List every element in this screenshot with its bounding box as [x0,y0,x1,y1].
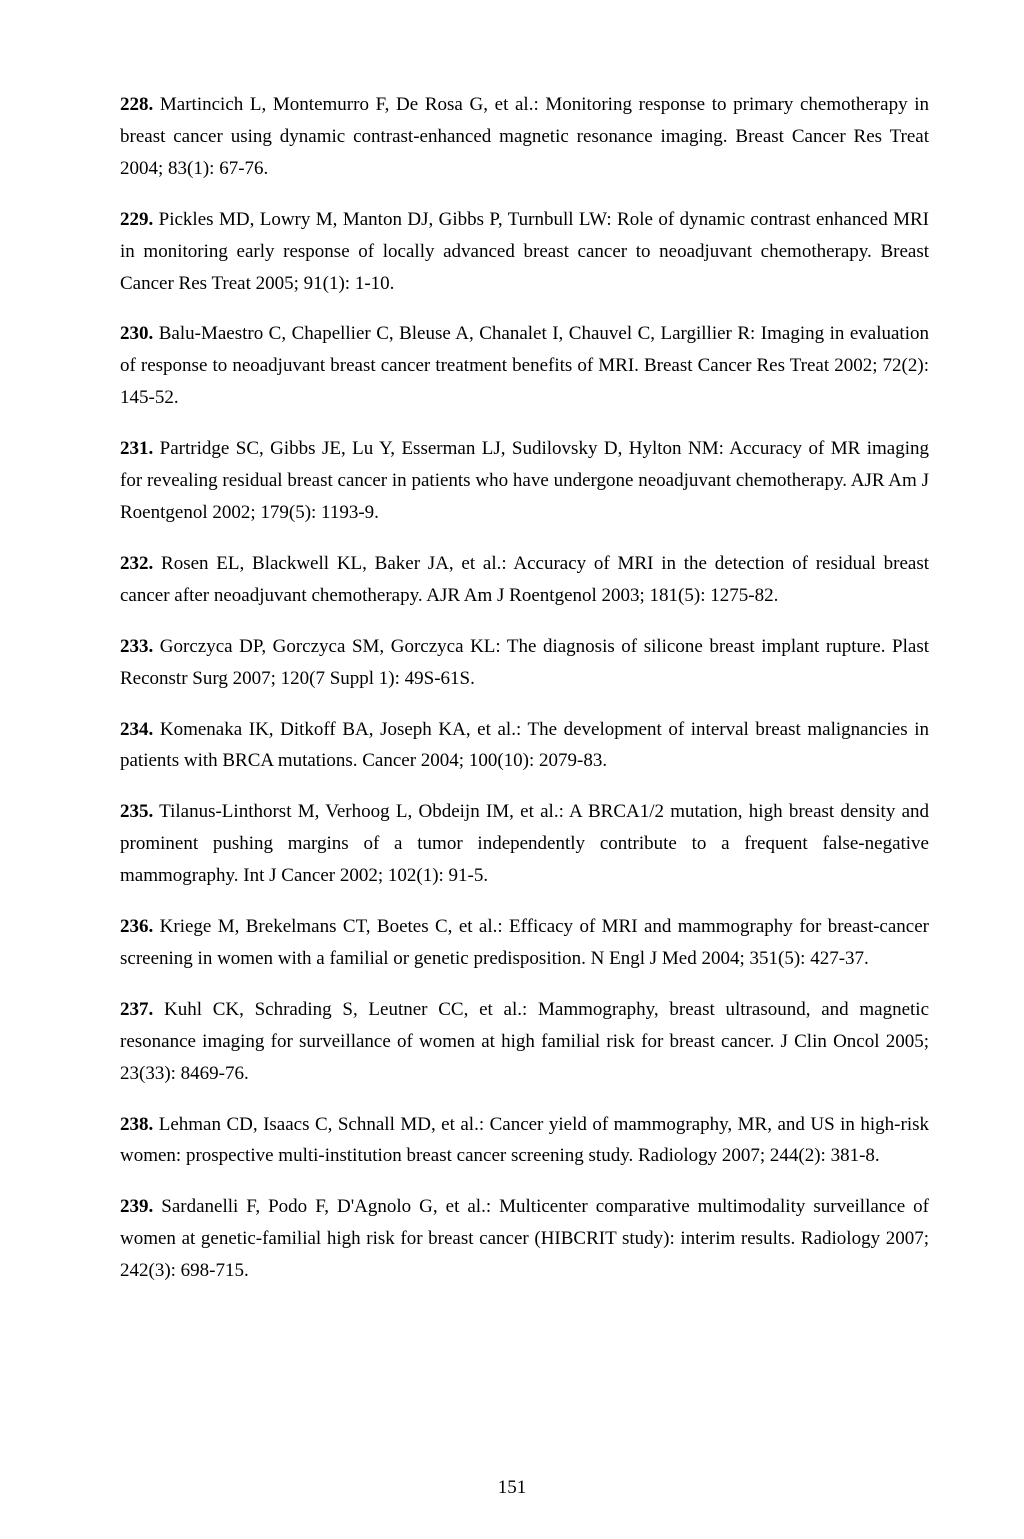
reference-item: 239. Sardanelli F, Podo F, D'Agnolo G, e… [120,1191,929,1287]
reference-item: 232. Rosen EL, Blackwell KL, Baker JA, e… [120,548,929,612]
reference-number: 236. [120,916,153,937]
reference-number: 229. [120,209,153,230]
reference-number: 239. [120,1196,153,1217]
reference-number: 230. [120,323,153,344]
reference-number: 237. [120,999,153,1020]
reference-item: 234. Komenaka IK, Ditkoff BA, Joseph KA,… [120,714,929,778]
reference-number: 235. [120,801,153,822]
references-list: 228. Martincich L, Montemurro F, De Rosa… [120,89,929,1287]
reference-text: Tilanus-Linthorst M, Verhoog L, Obdeijn … [120,801,929,886]
reference-item: 237. Kuhl CK, Schrading S, Leutner CC, e… [120,994,929,1090]
reference-item: 229. Pickles MD, Lowry M, Manton DJ, Gib… [120,204,929,300]
reference-item: 231. Partridge SC, Gibbs JE, Lu Y, Esser… [120,433,929,529]
reference-item: 233. Gorczyca DP, Gorczyca SM, Gorczyca … [120,631,929,695]
reference-text: Balu-Maestro C, Chapellier C, Bleuse A, … [120,323,929,408]
reference-number: 238. [120,1114,153,1135]
reference-text: Kuhl CK, Schrading S, Leutner CC, et al.… [120,999,929,1084]
reference-text: Martincich L, Montemurro F, De Rosa G, e… [120,94,929,179]
reference-text: Rosen EL, Blackwell KL, Baker JA, et al.… [120,553,929,606]
reference-text: Komenaka IK, Ditkoff BA, Joseph KA, et a… [120,719,929,772]
reference-number: 234. [120,719,153,740]
reference-text: Lehman CD, Isaacs C, Schnall MD, et al.:… [120,1114,929,1167]
reference-number: 232. [120,553,153,574]
reference-text: Partridge SC, Gibbs JE, Lu Y, Esserman L… [120,438,929,523]
reference-number: 233. [120,636,153,657]
page-number: 151 [0,1477,1024,1499]
reference-text: Gorczyca DP, Gorczyca SM, Gorczyca KL: T… [120,636,929,689]
reference-text: Sardanelli F, Podo F, D'Agnolo G, et al.… [120,1196,929,1281]
reference-item: 228. Martincich L, Montemurro F, De Rosa… [120,89,929,185]
reference-item: 236. Kriege M, Brekelmans CT, Boetes C, … [120,911,929,975]
reference-item: 238. Lehman CD, Isaacs C, Schnall MD, et… [120,1109,929,1173]
reference-item: 235. Tilanus-Linthorst M, Verhoog L, Obd… [120,796,929,892]
page-container: 228. Martincich L, Montemurro F, De Rosa… [0,0,1024,1539]
reference-number: 228. [120,94,153,115]
reference-number: 231. [120,438,153,459]
reference-text: Kriege M, Brekelmans CT, Boetes C, et al… [120,916,929,969]
reference-item: 230. Balu-Maestro C, Chapellier C, Bleus… [120,318,929,414]
reference-text: Pickles MD, Lowry M, Manton DJ, Gibbs P,… [120,209,929,294]
